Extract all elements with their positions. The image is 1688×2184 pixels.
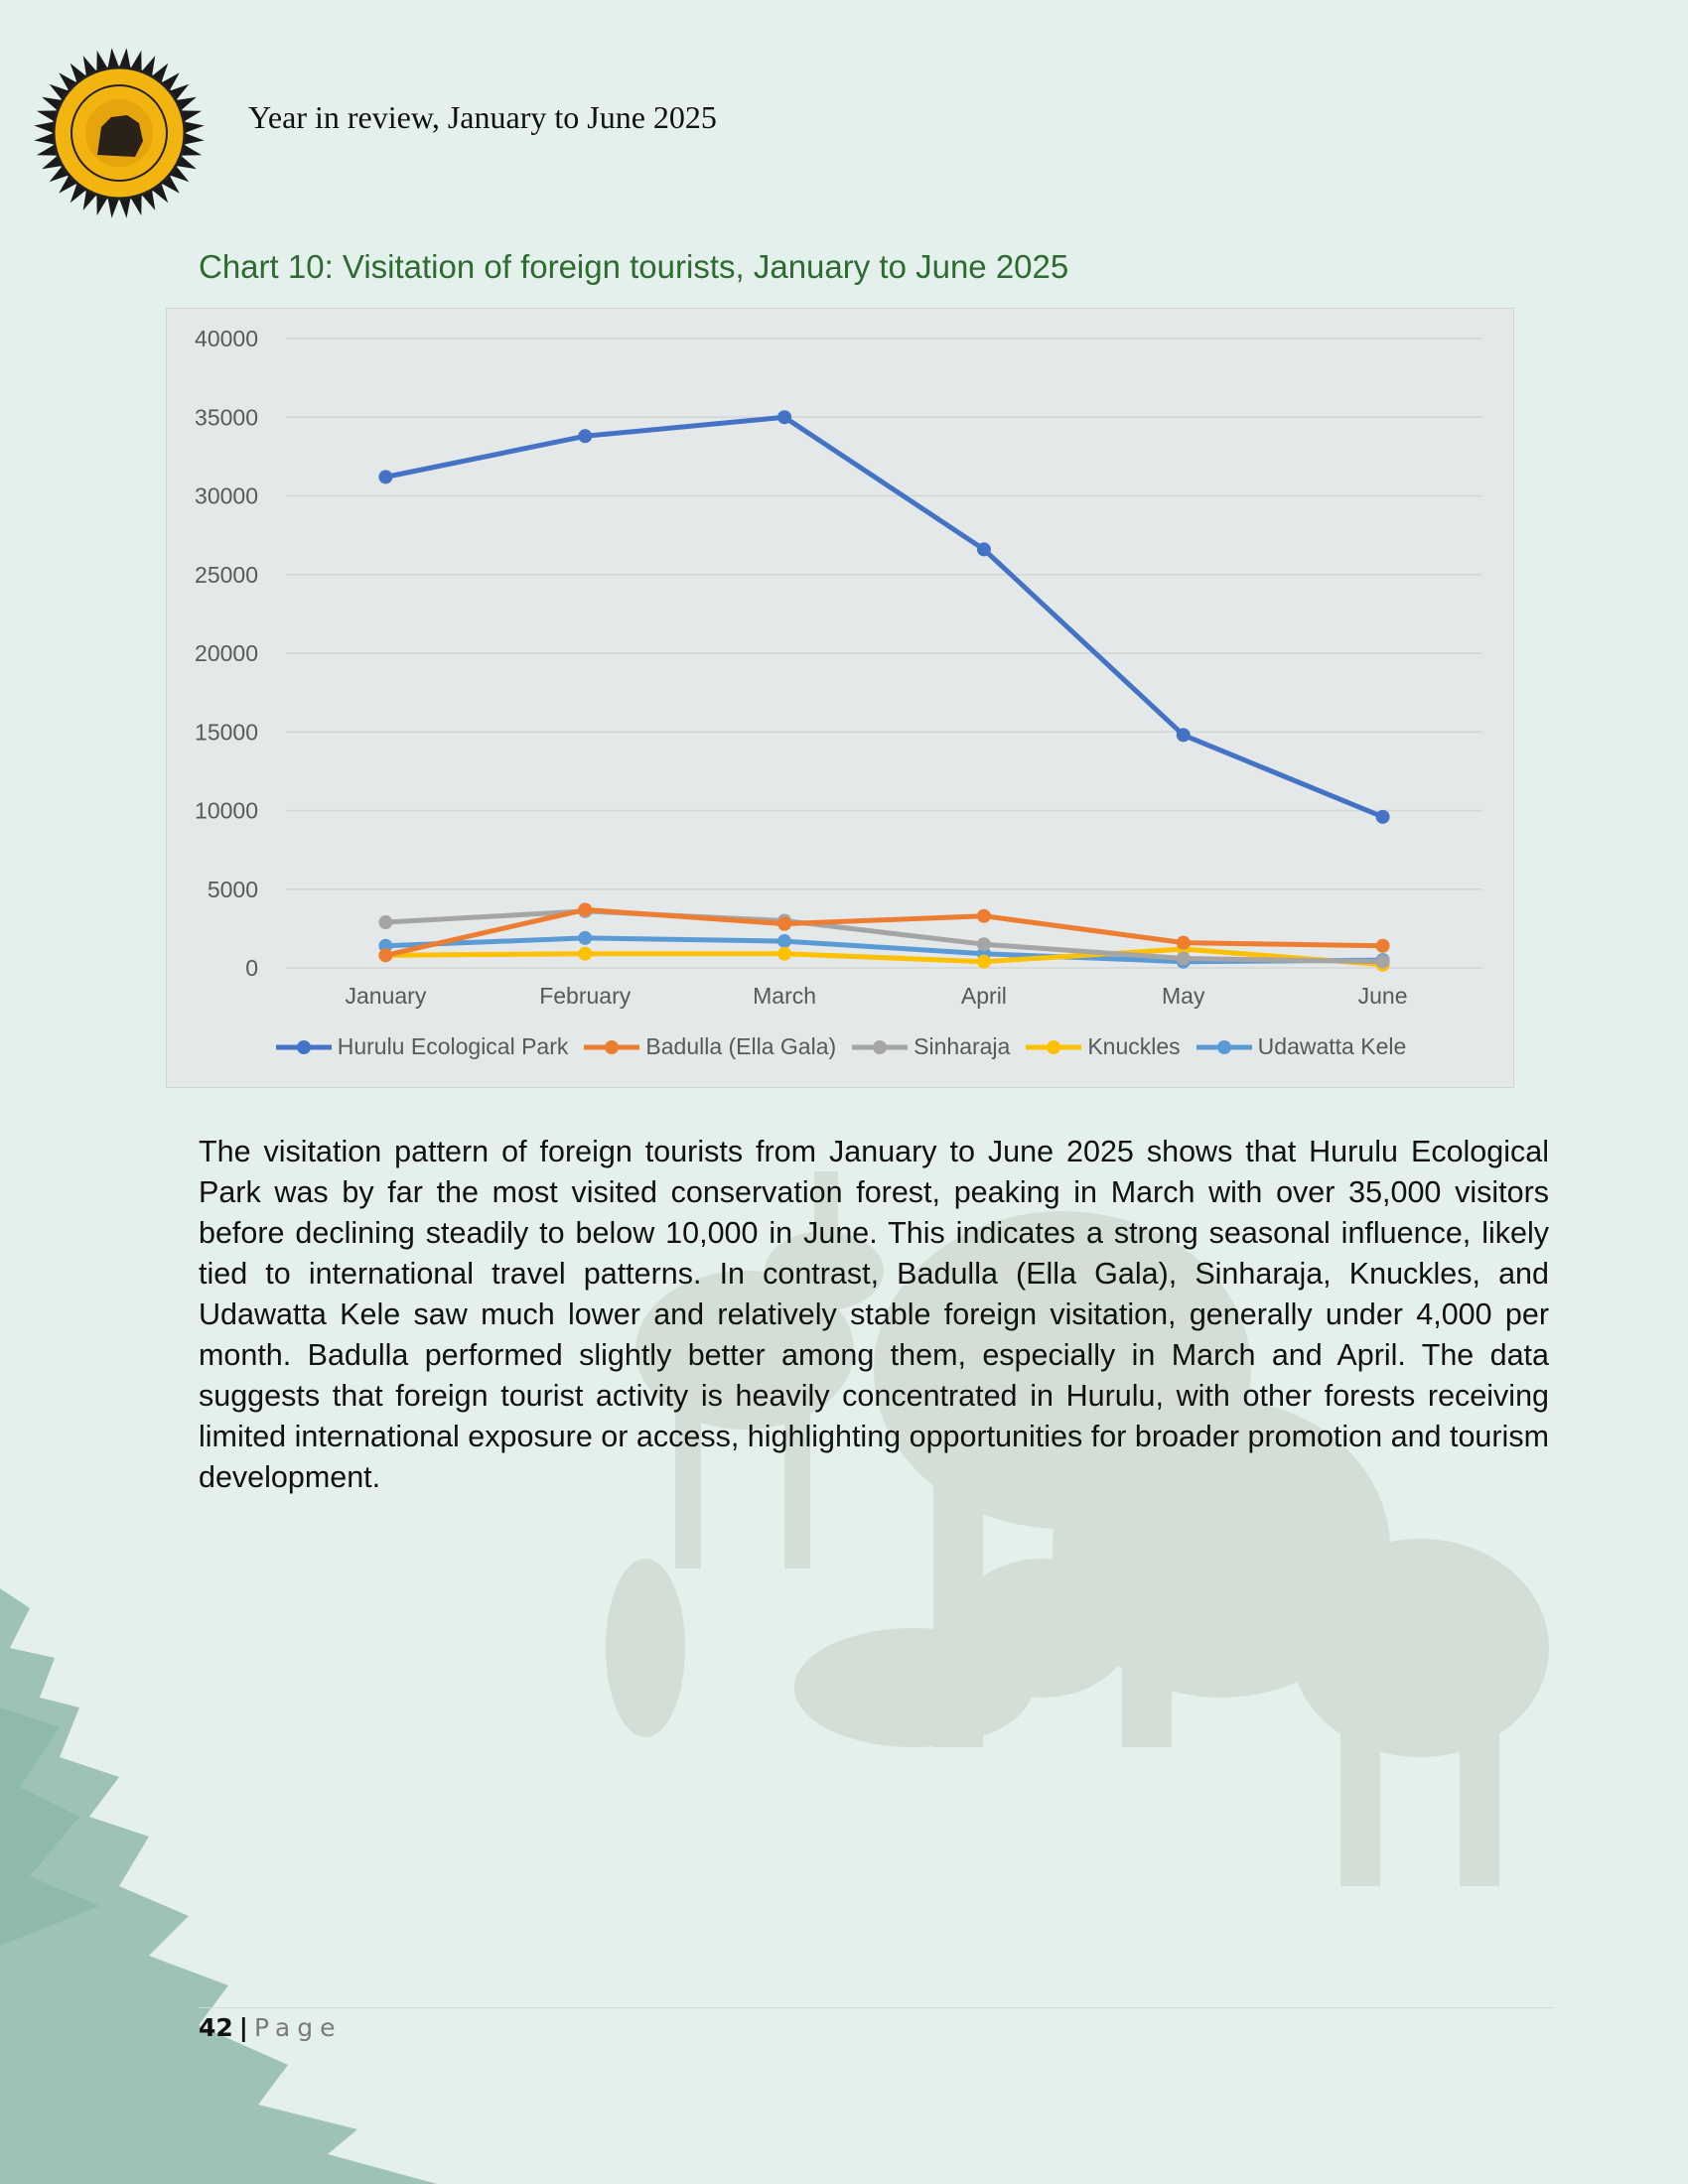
x-tick-label: June — [1358, 983, 1408, 1009]
y-tick-label: 5000 — [208, 877, 258, 902]
legend-item: Badulla (Ella Gala) — [582, 1033, 836, 1060]
data-point — [1375, 954, 1390, 969]
data-point — [1176, 728, 1191, 743]
legend-item: Udawatta Kele — [1195, 1033, 1407, 1060]
data-point — [777, 946, 792, 961]
data-point — [976, 542, 991, 557]
x-tick-label: January — [346, 983, 427, 1009]
data-point — [378, 470, 393, 484]
page-label: Page — [253, 2013, 343, 2042]
page-separator: | — [238, 2013, 248, 2042]
y-tick-label: 40000 — [195, 326, 258, 351]
data-point — [1375, 809, 1390, 824]
data-point — [976, 908, 991, 923]
y-tick-label: 30000 — [195, 483, 258, 509]
legend-item: Hurulu Ecological Park — [274, 1033, 569, 1060]
legend-swatch — [852, 1039, 909, 1054]
wildlife-watermark-illustration — [606, 1171, 1549, 1886]
y-tick-label: 25000 — [195, 562, 258, 588]
legend-label: Hurulu Ecological Park — [337, 1033, 569, 1059]
legend-label: Knuckles — [1087, 1033, 1181, 1059]
y-tick-label: 0 — [245, 955, 258, 981]
foliage-decoration — [0, 1588, 437, 2184]
data-point — [1375, 938, 1390, 953]
data-point — [578, 429, 593, 444]
data-point — [1176, 935, 1191, 950]
x-tick-label: April — [961, 983, 1007, 1009]
series-line — [382, 908, 1386, 965]
y-tick-label: 15000 — [195, 719, 258, 745]
y-tick-label: 10000 — [195, 798, 258, 824]
data-point — [1176, 951, 1191, 966]
data-point — [976, 937, 991, 952]
line-chart: 0 5000 10000 15000 20000 25000 30000 35000 40000… — [195, 326, 1482, 1009]
data-point — [378, 948, 393, 963]
legend-label: Udawatta Kele — [1257, 1033, 1407, 1059]
legend-swatch — [1026, 1039, 1082, 1054]
footer-divider — [199, 2007, 1555, 2008]
data-point — [578, 946, 593, 961]
x-tick-label: March — [753, 983, 816, 1009]
series-line — [382, 946, 1386, 968]
chart-title: Chart 10: Visitation of foreign tourists… — [199, 248, 1069, 285]
chart-legend: Hurulu Ecological Park Badulla (Ella Gala… — [167, 1033, 1513, 1060]
data-point — [777, 934, 792, 949]
data-point — [378, 915, 393, 930]
series-line — [382, 414, 1386, 820]
x-tick-label: May — [1162, 983, 1205, 1009]
page-number: 42 — [199, 2013, 233, 2042]
data-point — [578, 930, 593, 945]
sltda-logo-icon — [34, 48, 205, 218]
data-point — [578, 902, 593, 917]
legend-item: Knuckles — [1024, 1033, 1181, 1060]
data-point — [777, 410, 792, 425]
data-point — [976, 954, 991, 969]
y-tick-label: 35000 — [195, 404, 258, 430]
page-footer: 42 | Page — [199, 2013, 342, 2042]
legend-label: Sinharaja — [914, 1033, 1011, 1059]
legend-label: Badulla (Ella Gala) — [645, 1033, 837, 1059]
report-header-title: Year in review, January to June 2025 — [248, 99, 717, 135]
legend-swatch — [275, 1039, 332, 1054]
legend-swatch — [1196, 1039, 1252, 1054]
y-tick-label: 20000 — [195, 640, 258, 666]
data-point — [777, 916, 792, 931]
legend-swatch — [584, 1039, 640, 1054]
legend-item: Sinharaja — [850, 1033, 1010, 1060]
chart-panel: 0 5000 10000 15000 20000 25000 30000 35000 40000… — [166, 308, 1514, 1088]
x-tick-label: February — [539, 983, 632, 1009]
analysis-paragraph: The visitation pattern of foreign touris… — [199, 1135, 1549, 1494]
series-line — [382, 906, 1386, 958]
